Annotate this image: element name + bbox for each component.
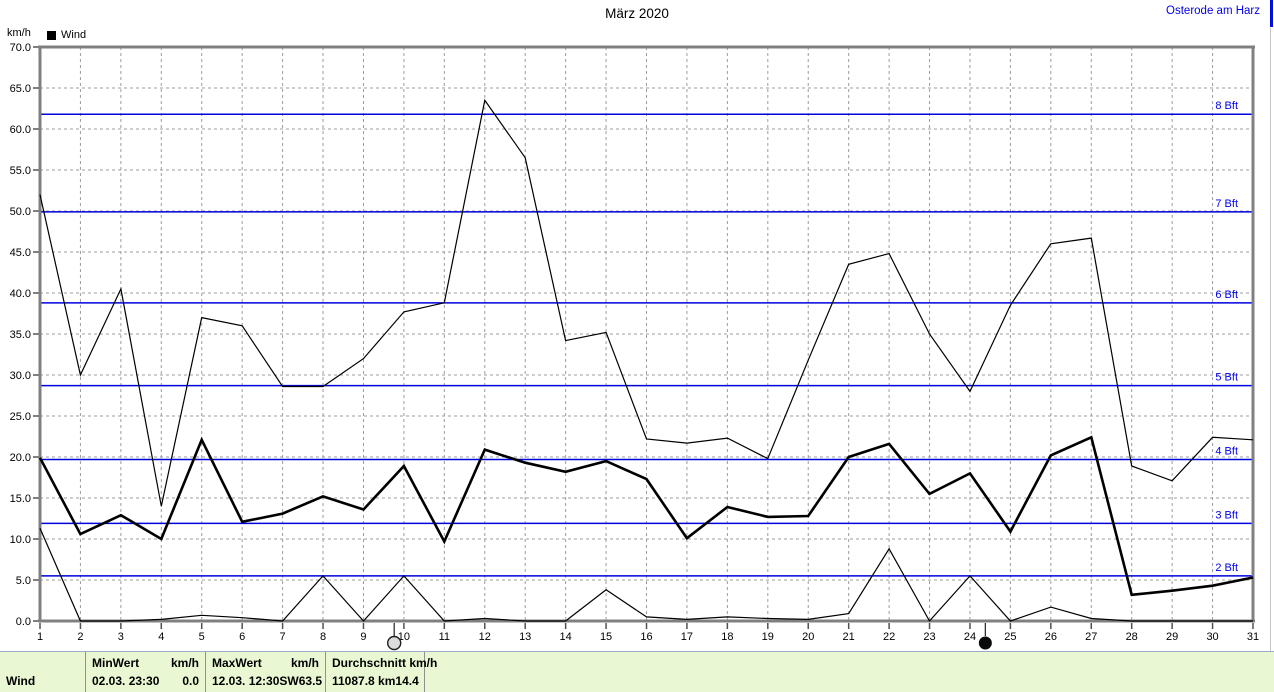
x-tick-label: 18 xyxy=(721,631,733,643)
x-tick-label: 1 xyxy=(37,631,43,643)
x-tick-label: 2 xyxy=(77,631,83,643)
beaufort-lines: 8 Bft 7 Bft 6 Bft 5 Bft 4 Bft 3 Bft 2 Bft xyxy=(40,100,1253,577)
full-moon-icon xyxy=(386,623,402,651)
status-cell-min: MinWert km/h 02.03. 23:30 0.0 xyxy=(86,652,206,692)
x-tick-label: 6 xyxy=(239,631,245,643)
x-tick-label: 27 xyxy=(1085,631,1097,643)
x-tick-label: 21 xyxy=(843,631,855,643)
bft-label: 8 Bft xyxy=(1215,100,1238,112)
x-tick-label: 25 xyxy=(1004,631,1016,643)
x-tick-label: 16 xyxy=(640,631,652,643)
bft-label: 7 Bft xyxy=(1215,198,1238,210)
x-tick-label: 10 xyxy=(398,631,410,643)
min-datetime: 02.03. 23:30 xyxy=(92,674,160,688)
x-tick-label: 20 xyxy=(802,631,814,643)
y-tick-label: 60.0 xyxy=(10,124,31,136)
x-tick-label: 19 xyxy=(762,631,774,643)
new-moon-icon xyxy=(978,623,992,650)
min-unit: km/h xyxy=(170,656,199,670)
avg-header: Durchschnitt km/h xyxy=(332,656,438,670)
max-unit: km/h xyxy=(290,656,319,670)
x-tick-label: 13 xyxy=(519,631,531,643)
series-line-0 xyxy=(39,98,1254,507)
x-tick-label: 11 xyxy=(439,631,450,643)
bft-label: 4 Bft xyxy=(1215,445,1238,457)
x-tick-label: 28 xyxy=(1126,631,1138,643)
bft-label: 6 Bft xyxy=(1215,289,1238,301)
station-link[interactable]: Osterode am Harz xyxy=(1166,5,1260,17)
x-tick-label: 14 xyxy=(560,631,572,643)
status-cell-empty xyxy=(425,652,1274,692)
legend: Wind xyxy=(47,29,86,41)
status-cell-avg: Durchschnitt km/h 11087.8 km 14.4 xyxy=(326,652,437,692)
x-tick-label: 3 xyxy=(118,631,124,643)
status-series-label: Wind xyxy=(6,674,36,688)
y-tick-label: 35.0 xyxy=(10,329,31,341)
legend-label: Wind xyxy=(61,29,87,41)
max-header: MaxWert xyxy=(212,656,262,670)
x-tick-label: 15 xyxy=(600,631,612,643)
x-tick-label: 22 xyxy=(883,631,895,643)
y-axis-unit-label: km/h xyxy=(7,27,31,39)
x-tick-label: 9 xyxy=(360,631,366,643)
x-axis-ticks: 1 2 3 4 5 6 7 8 9 10 11 12 13 14 15 16 17 18 19 20 21 22 23 24 2… xyxy=(37,623,1259,643)
max-value: 63.5 xyxy=(298,674,323,688)
page-title: März 2020 xyxy=(605,6,669,21)
x-tick-label: 5 xyxy=(199,631,205,643)
x-tick-label: 17 xyxy=(681,631,693,643)
y-axis-ticks: 70.0 65.0 60.0 55.0 50.0 45.0 40.0 35.0 30.0 25.0… xyxy=(10,42,40,628)
status-cell-series: Wind xyxy=(0,652,86,692)
x-tick-label: 31 xyxy=(1247,631,1259,643)
avg-value: 14.4 xyxy=(395,674,419,688)
wind-series-swatch xyxy=(47,30,56,40)
x-tick-label: 4 xyxy=(158,631,164,643)
x-tick-label: 24 xyxy=(964,631,976,643)
y-tick-label: 40.0 xyxy=(10,288,31,300)
x-tick-label: 29 xyxy=(1166,631,1178,643)
y-tick-label: 25.0 xyxy=(10,411,31,423)
bft-label: 5 Bft xyxy=(1215,372,1238,384)
min-header: MinWert xyxy=(92,656,140,670)
y-tick-label: 0.0 xyxy=(16,616,31,628)
y-tick-label: 10.0 xyxy=(10,534,31,546)
avg-distance: 11087.8 km xyxy=(332,674,396,688)
y-tick-label: 30.0 xyxy=(10,370,31,382)
window-edge-accent xyxy=(1270,0,1273,27)
bft-label: 3 Bft xyxy=(1215,509,1238,521)
min-value: 0.0 xyxy=(182,674,199,688)
x-tick-label: 26 xyxy=(1045,631,1057,643)
x-tick-label: 30 xyxy=(1206,631,1218,643)
x-tick-label: 23 xyxy=(923,631,935,643)
series-line-1 xyxy=(38,435,1254,597)
status-cell-max: MaxWert km/h 12.03. 12:30SW 63.5 xyxy=(206,652,326,692)
window-edge-line xyxy=(1270,28,1271,651)
x-tick-label: 12 xyxy=(479,631,491,643)
y-tick-label: 55.0 xyxy=(10,165,31,177)
y-tick-label: 45.0 xyxy=(10,247,31,259)
y-tick-label: 50.0 xyxy=(10,206,31,218)
x-tick-label: 8 xyxy=(320,631,326,643)
status-bar: Wind MinWert km/h 02.03. 23:30 0.0 MaxWe… xyxy=(0,651,1274,692)
y-tick-label: 5.0 xyxy=(16,575,31,587)
y-tick-label: 70.0 xyxy=(10,42,31,54)
y-tick-label: 20.0 xyxy=(10,452,31,464)
x-tick-label: 7 xyxy=(280,631,286,643)
y-tick-label: 65.0 xyxy=(10,83,31,95)
bft-label: 2 Bft xyxy=(1215,562,1238,574)
max-datetime: 12.03. 12:30SW xyxy=(212,674,299,688)
y-tick-label: 15.0 xyxy=(10,493,31,505)
series-line-2 xyxy=(39,528,1253,623)
